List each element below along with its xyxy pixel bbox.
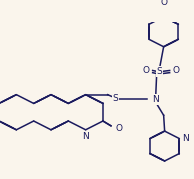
Text: O: O: [160, 0, 167, 7]
Text: N: N: [152, 95, 158, 104]
Text: O: O: [142, 66, 149, 75]
Text: S: S: [157, 67, 163, 76]
Text: O: O: [116, 124, 123, 132]
Text: N: N: [182, 134, 189, 143]
Text: N: N: [82, 132, 89, 141]
Text: S: S: [113, 94, 119, 103]
Text: O: O: [172, 66, 179, 75]
